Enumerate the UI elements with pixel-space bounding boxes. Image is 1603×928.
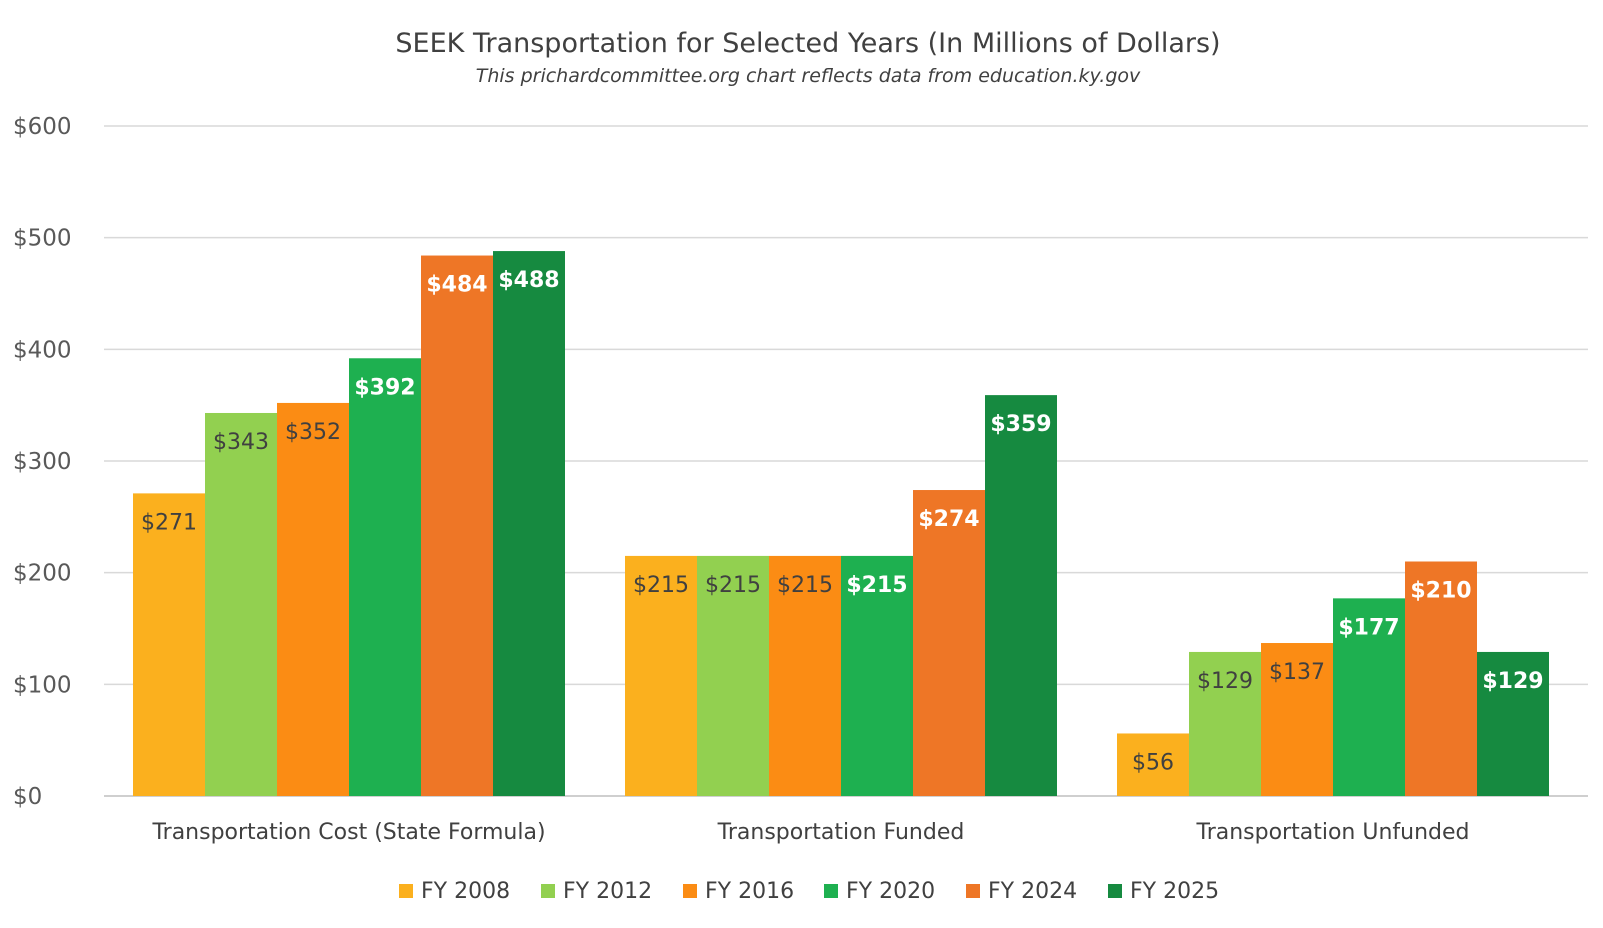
bar-fy-2024-2 xyxy=(1405,561,1477,796)
bar-fy-2020-0 xyxy=(349,358,421,796)
legend-swatch xyxy=(399,884,413,898)
x-category-label: Transportation Unfunded xyxy=(1196,820,1470,845)
data-label: $56 xyxy=(1132,750,1174,775)
bars xyxy=(133,251,1549,797)
data-label: $215 xyxy=(633,573,689,598)
legend-label: FY 2012 xyxy=(563,879,652,904)
data-label: $129 xyxy=(1197,669,1253,694)
y-tick-label: $300 xyxy=(13,449,72,475)
y-tick-label: $500 xyxy=(13,226,72,252)
bar-fy-2020-2 xyxy=(1333,598,1405,796)
data-labels: $271 $343 $352 $392 $484 $488 $215 $215 $215 $215… xyxy=(141,268,1544,775)
data-label: $137 xyxy=(1269,660,1325,685)
legend: FY 2008 FY 2012 FY 2016 FY 2020 FY 2024 FY 20… xyxy=(399,879,1219,904)
data-label: $352 xyxy=(285,420,341,445)
y-axis-ticks: $0 $100 $200 $300 $400 $500 $600 xyxy=(13,114,72,810)
data-label: $215 xyxy=(777,573,833,598)
chart-title: SEEK Transportation for Selected Years (… xyxy=(395,28,1220,59)
data-label: $177 xyxy=(1338,615,1399,640)
x-axis-categories: Transportation Cost (State Formula) Trans… xyxy=(151,820,1469,845)
y-tick-label: $100 xyxy=(13,672,72,698)
x-category-label: Transportation Cost (State Formula) xyxy=(151,820,545,845)
bar-fy-2008-1 xyxy=(625,555,697,796)
chart-subtitle: This prichardcommittee.org chart reflect… xyxy=(476,65,1141,87)
bar-fy-2024-0 xyxy=(421,255,493,797)
bar-fy-2025-2 xyxy=(1477,651,1549,796)
y-tick-label: $0 xyxy=(13,784,42,810)
bar-fy-2016-0 xyxy=(277,402,349,796)
bar-fy-2025-0 xyxy=(493,251,565,797)
bar-fy-2020-1 xyxy=(841,555,913,796)
data-label: $271 xyxy=(141,510,197,535)
legend-swatch xyxy=(824,884,838,898)
bar-fy-2025-1 xyxy=(985,395,1057,796)
data-label: $484 xyxy=(426,273,487,298)
bar-fy-2012-1 xyxy=(697,555,769,796)
legend-label: FY 2025 xyxy=(1130,879,1219,904)
data-label: $215 xyxy=(705,573,761,598)
data-label: $392 xyxy=(354,375,415,400)
legend-swatch xyxy=(683,884,697,898)
y-tick-label: $400 xyxy=(13,337,72,363)
bar-fy-2016-1 xyxy=(769,555,841,796)
legend-swatch xyxy=(966,884,980,898)
legend-label: FY 2008 xyxy=(421,879,510,904)
legend-label: FY 2024 xyxy=(988,879,1077,904)
bar-fy-2008-2 xyxy=(1117,733,1189,796)
data-label: $359 xyxy=(990,412,1051,437)
legend-label: FY 2020 xyxy=(846,879,935,904)
bar-fy-2012-0 xyxy=(205,412,277,796)
bar-fy-2008-0 xyxy=(133,493,205,796)
bar-fy-2024-1 xyxy=(913,490,985,796)
data-label: $215 xyxy=(846,573,907,598)
bar-fy-2012-2 xyxy=(1189,651,1261,796)
data-label: $210 xyxy=(1410,579,1471,604)
legend-label: FY 2016 xyxy=(705,879,794,904)
data-label: $343 xyxy=(213,430,269,455)
bar-fy-2016-2 xyxy=(1261,643,1333,796)
data-label: $488 xyxy=(498,268,559,293)
legend-swatch xyxy=(541,884,555,898)
y-tick-label: $600 xyxy=(13,114,72,140)
legend-swatch xyxy=(1108,884,1122,898)
x-category-label: Transportation Funded xyxy=(717,820,965,845)
data-label: $129 xyxy=(1482,669,1543,694)
data-label: $274 xyxy=(918,507,979,532)
y-tick-label: $200 xyxy=(13,561,72,587)
